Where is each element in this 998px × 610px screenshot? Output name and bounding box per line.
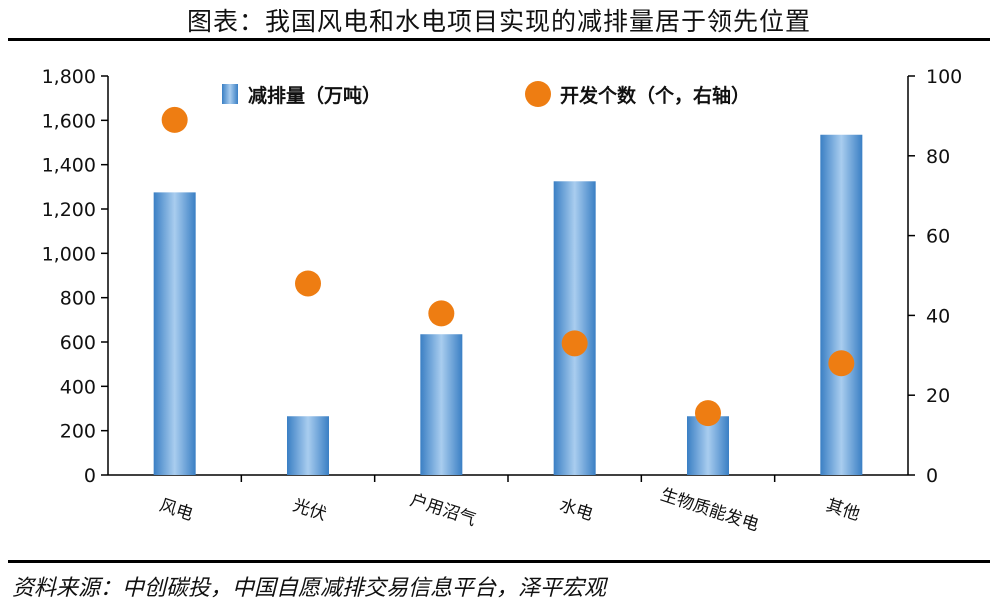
x-tick-label: 水电 (557, 495, 596, 525)
bottom-rule (8, 560, 990, 563)
left-tick-label: 800 (60, 288, 96, 310)
top-rule (8, 38, 990, 41)
right-tick-label: 40 (926, 305, 950, 327)
legend-dot-label: 开发个数（个，右轴） (560, 84, 750, 107)
left-tick-label: 1,200 (42, 199, 96, 221)
x-tick-label: 光伏 (290, 495, 329, 525)
bar-1 (287, 416, 329, 475)
left-tick-label: 1,400 (42, 155, 96, 177)
left-tick-label: 1,600 (42, 110, 96, 132)
left-tick-label: 600 (60, 332, 96, 354)
left-tick-label: 1,000 (42, 243, 96, 265)
right-tick-label: 60 (926, 226, 950, 248)
legend-dot-swatch (525, 81, 551, 107)
source-note: 资料来源：中创碳投，中国自愿减排交易信息平台，泽平宏观 (12, 576, 607, 601)
left-tick-label: 200 (60, 421, 96, 443)
bar-5 (820, 134, 863, 475)
x-tick-label: 生物质能发电 (658, 485, 761, 536)
chart-svg: 0 200 400 600 800 1,000 1,200 1,400 1,600 1,800 0 2… (42, 66, 963, 536)
bar-0 (153, 192, 196, 475)
dot-series (161, 106, 855, 427)
right-tick-label: 80 (926, 146, 950, 168)
dot-2 (428, 300, 455, 327)
dot-0 (161, 106, 188, 133)
legend-bar-label: 减排量（万吨） (248, 84, 381, 107)
right-tick-label: 20 (926, 385, 950, 407)
right-tick-label: 100 (926, 66, 962, 88)
left-tick-label: 0 (84, 465, 96, 487)
dot-5 (828, 350, 855, 377)
x-tick-label: 风电 (157, 495, 196, 525)
dot-4 (695, 400, 721, 427)
right-tick-label: 0 (926, 465, 938, 487)
bar-2 (420, 334, 463, 475)
left-tick-label: 400 (60, 376, 96, 398)
bar-series (153, 134, 863, 475)
dot-1 (295, 270, 321, 297)
legend: 减排量（万吨） 开发个数（个，右轴） (222, 81, 750, 107)
dot-3 (561, 330, 588, 357)
x-tick-label: 其他 (824, 495, 863, 525)
chart-title: 图表：我国风电和水电项目实现的减排量居于领先位置 (186, 7, 811, 36)
legend-bar-swatch (222, 84, 238, 104)
left-tick-label: 1,800 (42, 66, 96, 88)
x-tick-label: 户用沼气 (407, 490, 478, 530)
bar-3 (553, 181, 596, 475)
